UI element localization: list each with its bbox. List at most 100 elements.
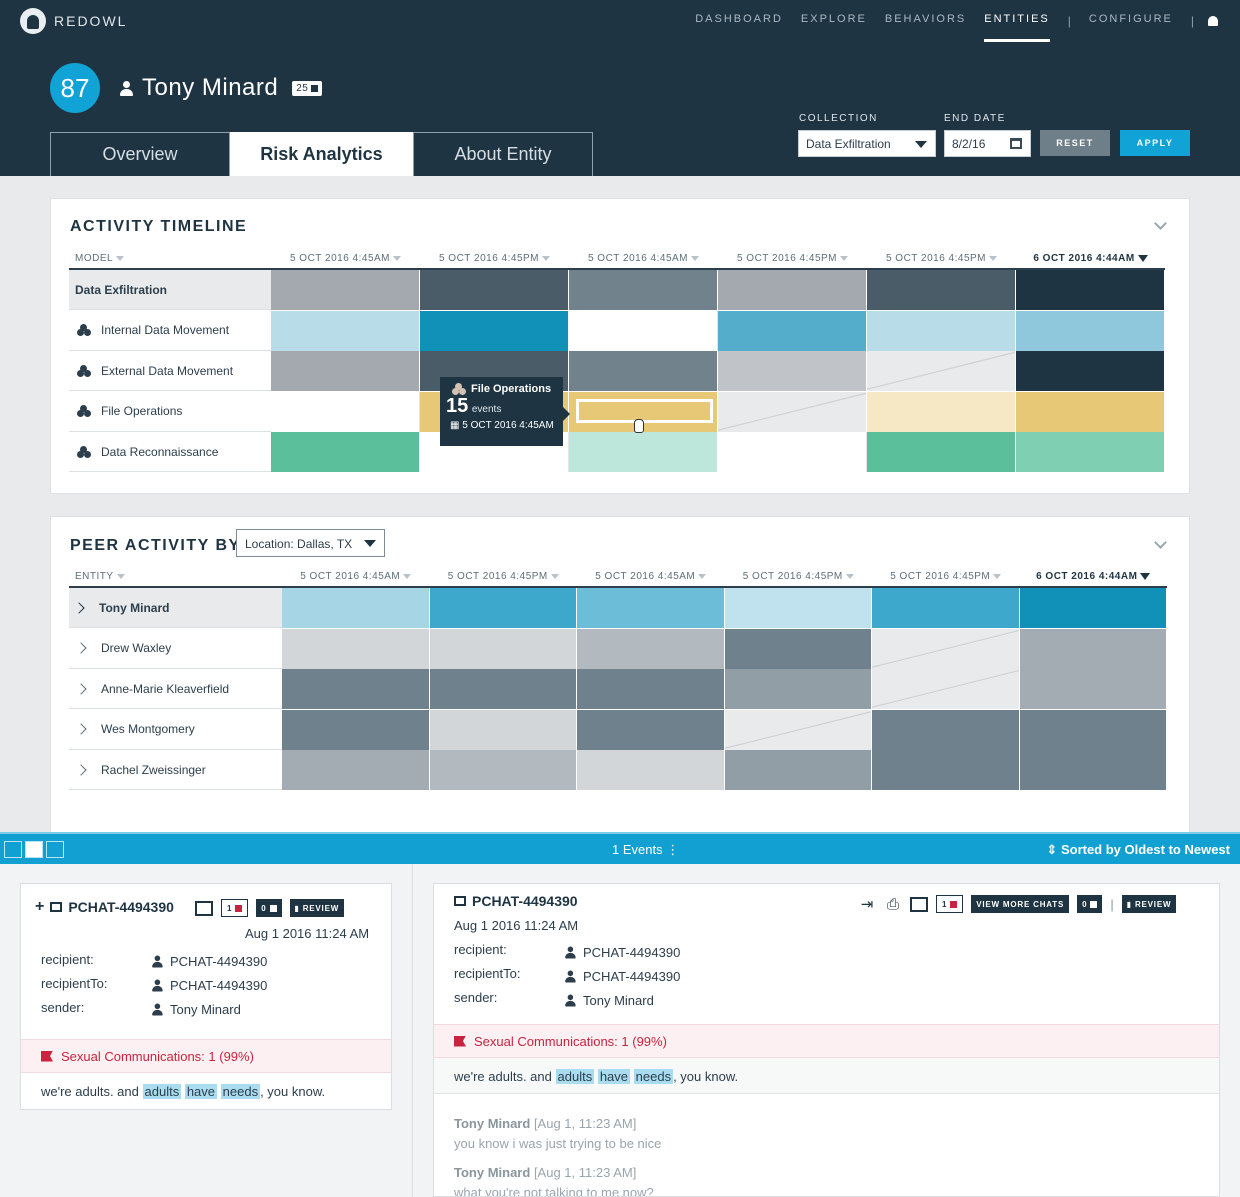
- nav-behaviors[interactable]: BEHAVIORS: [884, 13, 967, 25]
- chevron-right-icon[interactable]: [75, 642, 87, 654]
- heatmap-cell[interactable]: [867, 310, 1016, 351]
- layout-full-icon[interactable]: [4, 841, 22, 858]
- heatmap-cell[interactable]: [271, 270, 420, 310]
- row-label[interactable]: File Operations: [69, 392, 271, 431]
- sort-header-label-column[interactable]: ENTITY: [69, 566, 282, 586]
- row-label[interactable]: Drew Waxley: [69, 629, 282, 668]
- heatmap-cell[interactable]: [569, 351, 718, 391]
- collapse-chevron-icon[interactable]: [1154, 536, 1167, 549]
- heatmap-cell[interactable]: [867, 270, 1016, 310]
- row-label[interactable]: Tony Minard: [69, 588, 282, 627]
- heatmap-cell[interactable]: [872, 588, 1020, 628]
- image-icon[interactable]: [195, 900, 213, 916]
- flag-count-button[interactable]: 1: [221, 899, 249, 917]
- column-header[interactable]: 6 OCT 2016 4:44AM: [1016, 248, 1165, 268]
- location-select[interactable]: Location: Dallas, TX: [236, 529, 385, 557]
- layout-split-icon[interactable]: [25, 841, 43, 858]
- comment-count-badge[interactable]: 25: [292, 80, 323, 96]
- chevron-right-icon[interactable]: [75, 723, 87, 735]
- table-row[interactable]: Internal Data Movement: [69, 310, 1165, 351]
- heatmap-cell[interactable]: [420, 310, 569, 351]
- heatmap-cell[interactable]: [429, 588, 577, 628]
- heatmap-cell[interactable]: [724, 709, 872, 750]
- heatmap-cell[interactable]: [282, 628, 430, 669]
- review-button[interactable]: ▮ REVIEW: [289, 899, 345, 917]
- row-label[interactable]: Rachel Zweissinger: [69, 750, 282, 789]
- row-label[interactable]: Internal Data Movement: [69, 311, 271, 350]
- heatmap-cell[interactable]: [569, 310, 718, 351]
- table-row[interactable]: Rachel Zweissinger: [69, 750, 1167, 790]
- heatmap-cell[interactable]: [577, 588, 725, 628]
- events-count[interactable]: 1 Events ⋮: [612, 842, 679, 858]
- heatmap-cell[interactable]: [867, 391, 1016, 432]
- row-label[interactable]: Data Exfiltration: [69, 270, 271, 309]
- calendar-icon[interactable]: [1010, 138, 1022, 149]
- heatmap-cell[interactable]: [1016, 391, 1165, 432]
- export-icon[interactable]: ⇥: [860, 896, 874, 913]
- collapse-chevron-icon[interactable]: [1154, 217, 1167, 230]
- table-row[interactable]: Anne-Marie Kleaverfield: [69, 669, 1167, 709]
- table-row[interactable]: Data Exfiltration: [69, 270, 1165, 310]
- heatmap-cell[interactable]: [271, 432, 420, 472]
- heatmap-cell[interactable]: [577, 669, 725, 709]
- heatmap-cell[interactable]: [718, 391, 867, 432]
- heatmap-cell[interactable]: [429, 669, 577, 709]
- flag-count-button[interactable]: 1: [936, 895, 964, 913]
- column-header[interactable]: 5 OCT 2016 4:45AM: [577, 566, 725, 586]
- nav-explore[interactable]: EXPLORE: [800, 13, 867, 25]
- plus-icon[interactable]: +: [35, 898, 45, 915]
- tab-risk-analytics[interactable]: Risk Analytics: [230, 132, 413, 176]
- heatmap-cell[interactable]: [271, 391, 420, 432]
- heatmap-cell[interactable]: [282, 709, 430, 750]
- heatmap-cell[interactable]: [577, 628, 725, 669]
- table-row[interactable]: External Data Movement: [69, 351, 1165, 391]
- chevron-right-icon[interactable]: [73, 601, 85, 614]
- pane-divider[interactable]: [412, 864, 413, 1197]
- heatmap-cell[interactable]: [282, 750, 430, 790]
- end-date-field[interactable]: 8/2/16: [944, 130, 1031, 157]
- column-header[interactable]: 5 OCT 2016 4:45PM: [430, 566, 578, 586]
- column-header[interactable]: 5 OCT 2016 4:45PM: [867, 248, 1016, 268]
- heatmap-cell[interactable]: [867, 351, 1016, 391]
- heatmap-cell[interactable]: [1016, 432, 1165, 472]
- logo[interactable]: REDOWL: [20, 8, 127, 34]
- layout-bottom-icon[interactable]: [46, 841, 64, 858]
- column-header[interactable]: 5 OCT 2016 4:45AM: [271, 248, 420, 268]
- row-label[interactable]: Data Reconnaissance: [69, 432, 271, 471]
- heatmap-cell[interactable]: [569, 432, 718, 472]
- column-header[interactable]: 5 OCT 2016 4:45AM: [569, 248, 718, 268]
- heatmap-cell[interactable]: [1016, 270, 1165, 310]
- apply-button[interactable]: APPLY: [1120, 130, 1190, 156]
- heatmap-cell[interactable]: [429, 628, 577, 669]
- comment-count-button[interactable]: 0: [256, 899, 282, 917]
- column-header[interactable]: 5 OCT 2016 4:45PM: [872, 566, 1020, 586]
- row-label[interactable]: Wes Montgomery: [69, 710, 282, 749]
- heatmap-cell[interactable]: [1016, 310, 1165, 351]
- nav-dashboard[interactable]: DASHBOARD: [695, 13, 783, 25]
- nav-configure[interactable]: CONFIGURE: [1088, 13, 1173, 25]
- table-row[interactable]: Data Reconnaissance: [69, 432, 1165, 472]
- table-row[interactable]: Drew Waxley: [69, 628, 1167, 669]
- heatmap-cell[interactable]: [867, 432, 1016, 472]
- reset-button[interactable]: RESET: [1040, 130, 1110, 156]
- heatmap-cell[interactable]: [1019, 709, 1167, 750]
- print-icon[interactable]: ⎙: [886, 895, 899, 913]
- table-row[interactable]: Wes Montgomery: [69, 709, 1167, 750]
- comment-count-button[interactable]: 0: [1077, 895, 1103, 913]
- sort-header-label-column[interactable]: MODEL: [69, 248, 271, 268]
- bell-icon[interactable]: [1208, 16, 1220, 40]
- column-header[interactable]: 5 OCT 2016 4:45PM: [420, 248, 569, 268]
- heatmap-cell[interactable]: [724, 628, 872, 669]
- heatmap-cell[interactable]: [724, 588, 872, 628]
- heatmap-cell[interactable]: [872, 750, 1020, 790]
- heatmap-cell[interactable]: [271, 310, 420, 351]
- view-more-chats-button[interactable]: VIEW MORE CHATS: [971, 895, 1070, 913]
- review-button[interactable]: ▮ REVIEW: [1121, 895, 1177, 913]
- heatmap-cell[interactable]: [718, 270, 867, 310]
- row-label[interactable]: Anne-Marie Kleaverfield: [69, 669, 282, 708]
- heatmap-cell[interactable]: [282, 669, 430, 709]
- nav-entities[interactable]: ENTITIES: [984, 13, 1050, 42]
- heatmap-cell[interactable]: [1019, 669, 1167, 709]
- heatmap-cell[interactable]: [271, 351, 420, 391]
- chevron-right-icon[interactable]: [75, 682, 87, 695]
